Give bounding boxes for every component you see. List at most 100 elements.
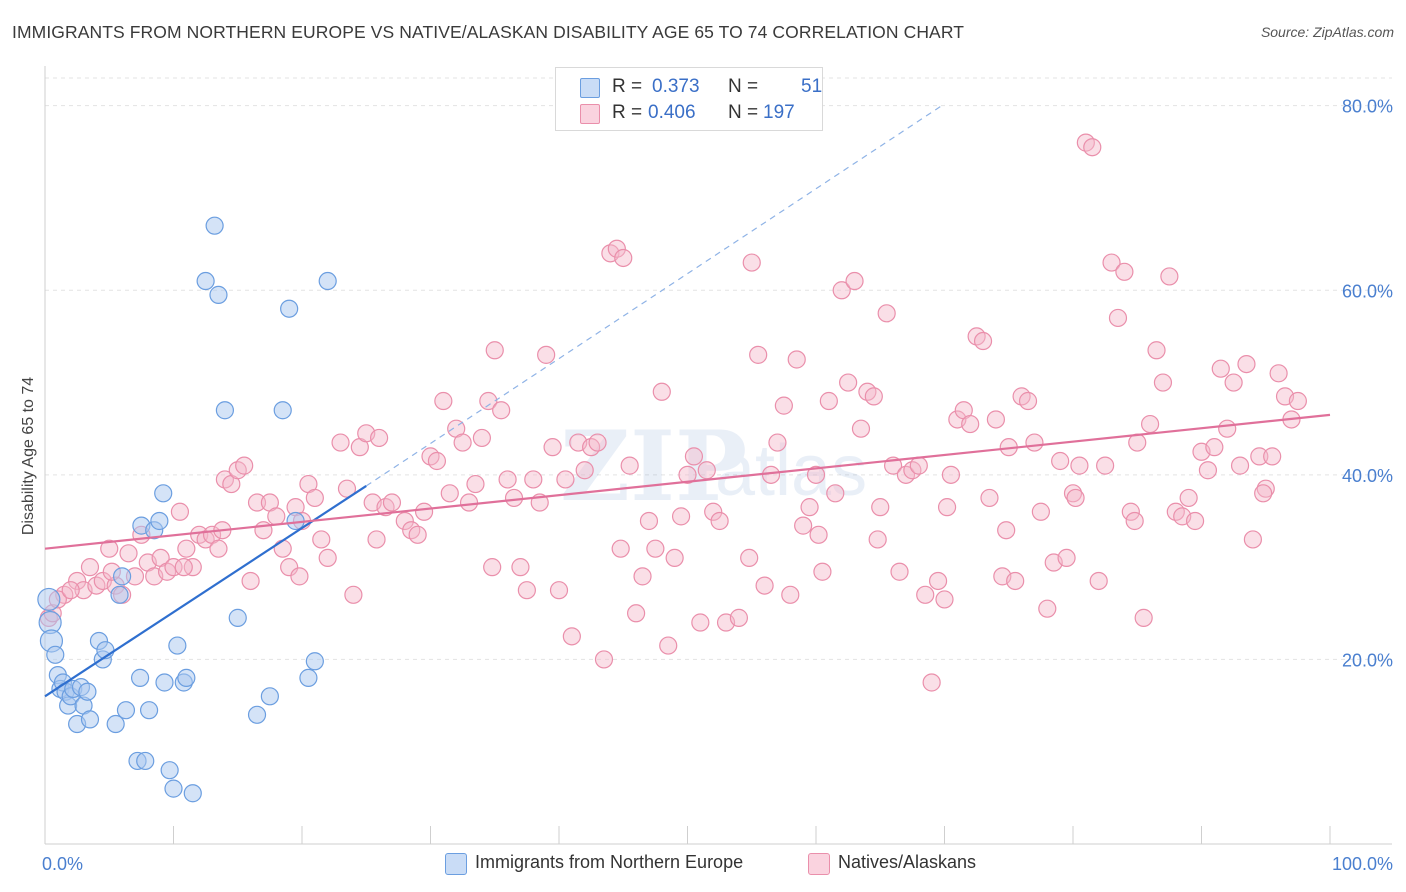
data-point-natives — [1218, 419, 1237, 438]
data-point-natives — [556, 470, 575, 489]
data-point-natives — [170, 502, 190, 521]
data-point-natives — [1230, 456, 1250, 475]
data-point-natives — [80, 558, 100, 577]
data-point-natives — [1121, 502, 1140, 521]
data-point-natives — [1147, 341, 1166, 360]
data-point-natives — [562, 627, 581, 646]
data-point-natives — [68, 571, 87, 591]
data-point-natives — [691, 613, 710, 632]
data-point-natives — [459, 493, 479, 512]
data-point-natives — [395, 511, 414, 531]
data-point-natives — [1237, 354, 1256, 374]
data-point-northern-europe — [209, 285, 228, 304]
data-point-natives — [1198, 461, 1218, 480]
axes — [44, 66, 1392, 845]
data-point-natives — [434, 391, 453, 411]
data-point-northern-europe — [80, 710, 100, 729]
data-point-natives — [1102, 253, 1121, 272]
data-point-natives — [909, 456, 928, 475]
data-point-natives — [1006, 571, 1025, 591]
data-point-natives — [492, 401, 511, 420]
y-tick-label: 80.0% — [1342, 97, 1393, 117]
data-point-natives — [755, 576, 774, 595]
data-point-natives — [241, 571, 260, 591]
data-point-natives — [877, 304, 896, 323]
grid-lines — [45, 77, 1392, 660]
data-point-natives — [1288, 391, 1307, 411]
data-point-natives — [813, 562, 832, 581]
data-point-natives — [916, 585, 935, 604]
data-point-natives — [1134, 608, 1153, 627]
data-point-northern-europe — [112, 567, 132, 586]
data-point-natives — [794, 516, 813, 535]
data-point-natives — [761, 465, 781, 484]
data-point-natives — [941, 465, 961, 484]
data-point-natives — [119, 544, 138, 563]
data-point-northern-europe — [305, 652, 324, 671]
data-point-northern-europe — [273, 401, 292, 420]
data-point-natives — [607, 239, 626, 258]
data-point-northern-europe — [196, 271, 215, 291]
data-point-natives — [768, 433, 787, 452]
data-point-northern-europe — [130, 668, 150, 687]
data-point-natives — [504, 488, 524, 508]
data-point-natives — [549, 581, 569, 600]
data-point-natives — [1263, 447, 1282, 466]
data-point-natives — [1096, 456, 1115, 475]
data-point-natives — [986, 410, 1006, 429]
trend-lines — [44, 103, 1331, 698]
bottom-legend-swatch-pink — [808, 853, 830, 875]
data-point-natives — [868, 530, 887, 549]
data-point-natives — [483, 558, 502, 577]
data-point-natives — [614, 248, 633, 268]
data-point-natives — [729, 608, 749, 627]
data-point-natives — [1224, 373, 1243, 392]
data-point-natives — [935, 590, 954, 609]
data-point-natives — [928, 571, 948, 591]
y-axis-title: Disability Age 65 to 74 — [20, 377, 37, 535]
data-point-natives — [453, 433, 472, 452]
data-point-natives — [809, 525, 828, 544]
data-point-natives — [1057, 548, 1076, 568]
data-point-natives — [839, 373, 858, 392]
data-point-northern-europe — [110, 585, 129, 604]
data-point-natives — [652, 382, 671, 401]
data-point-natives — [832, 281, 851, 300]
data-point-natives — [594, 650, 614, 669]
data-point-natives — [537, 345, 556, 364]
data-point-natives — [639, 511, 659, 531]
data-point-northern-europe — [183, 784, 202, 803]
source-label: Source: ZipAtlas.com — [1260, 24, 1394, 40]
y-tick-label: 60.0% — [1342, 281, 1393, 301]
bottom-legend-label: Natives/Alaskans — [838, 852, 977, 872]
data-point-natives — [174, 558, 193, 577]
data-point-natives — [524, 470, 543, 489]
data-point-natives — [740, 548, 759, 568]
data-point-natives — [305, 488, 324, 508]
y-tick-label: 20.0% — [1342, 650, 1393, 670]
data-point-natives — [826, 484, 845, 503]
natives-alaskans-points — [39, 133, 1307, 692]
data-point-natives — [466, 474, 485, 494]
y-tick-label: 40.0% — [1342, 466, 1393, 486]
legend-r-value: 0.406 — [648, 102, 696, 123]
data-point-natives — [710, 511, 729, 531]
data-point-natives — [800, 498, 819, 517]
data-point-northern-europe — [260, 687, 279, 706]
chart-title: IMMIGRANTS FROM NORTHERN EUROPE VS NATIV… — [12, 22, 965, 42]
data-point-natives — [1089, 571, 1108, 591]
data-point-natives — [344, 585, 363, 604]
legend-n-value: 197 — [763, 102, 795, 123]
data-point-natives — [871, 498, 890, 517]
data-point-natives — [1115, 262, 1134, 281]
data-point-natives — [247, 493, 267, 512]
data-point-natives — [290, 567, 309, 586]
data-point-natives — [671, 507, 691, 526]
data-point-natives — [973, 331, 993, 351]
data-point-natives — [646, 539, 665, 558]
data-point-natives — [575, 461, 594, 480]
data-point-natives — [704, 502, 723, 521]
data-point-natives — [267, 507, 286, 526]
data-point-natives — [665, 548, 684, 568]
legend-r-label: R = — [612, 76, 643, 97]
